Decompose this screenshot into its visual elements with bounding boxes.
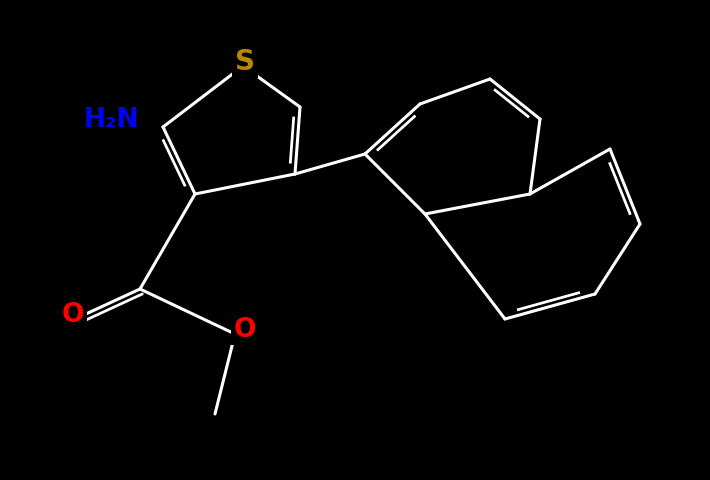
Text: S: S	[235, 48, 255, 76]
Text: O: O	[234, 316, 256, 342]
Text: H₂N: H₂N	[83, 107, 138, 133]
Text: O: O	[62, 301, 84, 327]
